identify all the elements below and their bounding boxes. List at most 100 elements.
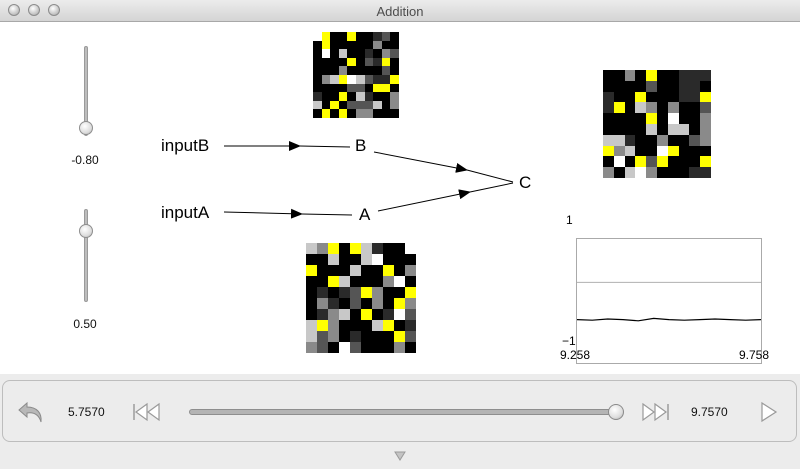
grid-cell [317, 254, 328, 265]
grid-cell [373, 32, 382, 41]
grid-cell [624, 134, 636, 146]
grid-cell [372, 254, 383, 265]
window-title: Addition [376, 4, 424, 19]
grid-cell [361, 243, 372, 254]
grid-cell [667, 80, 679, 92]
grid-cell [313, 92, 322, 101]
grid-cell [657, 156, 668, 168]
grid-cell [361, 254, 372, 265]
grid-cell [372, 331, 383, 342]
node-B-label[interactable]: B [355, 136, 367, 155]
grid-cell [317, 243, 328, 254]
skip-to-end-icon[interactable] [641, 402, 671, 422]
grid-cell [350, 254, 361, 265]
grid-cell [350, 243, 361, 254]
grid-cell [613, 113, 625, 124]
grid-cell [667, 145, 679, 157]
grid-cell [689, 145, 701, 157]
grid-cell [373, 109, 382, 118]
timeline-slider[interactable] [189, 409, 617, 415]
node-inputB-label[interactable]: inputB [161, 136, 210, 155]
zoom-window-icon[interactable] [48, 4, 60, 16]
grid-cell [330, 109, 339, 118]
grid-cell [603, 167, 614, 178]
grid-cell [603, 91, 614, 103]
grid-cell [700, 113, 711, 124]
grid-cell [394, 342, 405, 353]
inputB-slider-track[interactable] [84, 46, 88, 136]
inputB-slider-knob[interactable] [79, 121, 93, 135]
grid-cell [700, 70, 711, 81]
undo-icon[interactable] [17, 397, 47, 425]
grid-cell [330, 40, 339, 50]
grid-cell [394, 265, 405, 276]
grid-cell [405, 342, 416, 353]
grid-cell [624, 156, 636, 168]
grid-cell [321, 66, 331, 75]
inputA-slider-track[interactable] [84, 209, 88, 302]
grid-cell [613, 70, 625, 81]
grid-cell [603, 124, 614, 135]
connections [223, 141, 514, 219]
grid-cell [381, 40, 391, 50]
grid-cell [383, 243, 394, 254]
timeline-knob[interactable] [608, 404, 624, 420]
grid-cell [364, 92, 374, 101]
grid-cell [394, 276, 405, 287]
grid-cell [372, 276, 383, 287]
grid-cell [347, 57, 356, 67]
grid-cell [390, 49, 399, 58]
node-inputA-label[interactable]: inputA [161, 203, 210, 222]
grid-cell [339, 243, 350, 254]
node-C-label[interactable]: C [519, 173, 532, 192]
grid-cell [381, 66, 391, 75]
grid-cell [667, 156, 679, 168]
grid-cell [338, 66, 348, 75]
grid-cell [350, 309, 361, 320]
grid-cell [373, 92, 382, 101]
grid-cell [390, 75, 399, 84]
grid-cell [689, 156, 701, 168]
grid-cell [646, 102, 657, 114]
grid-cell [321, 40, 331, 50]
grid-cell [689, 102, 701, 114]
inputA-slider-value: 0.50 [73, 317, 97, 331]
grid-cell [313, 49, 322, 58]
grid-cell [373, 83, 382, 93]
node-A-label[interactable]: A [359, 205, 371, 224]
grid-cell [350, 298, 361, 309]
grid-cell [390, 32, 399, 41]
grid-cell [635, 145, 647, 157]
node-C-activity-grid [603, 70, 711, 178]
grid-cell [383, 298, 394, 309]
plot-ymax-label: 1 [566, 213, 573, 227]
grid-cell [689, 70, 701, 81]
inputA-slider-knob[interactable] [79, 224, 93, 238]
grid-cell [361, 320, 372, 331]
grid-cell [373, 57, 382, 67]
grid-cell [317, 342, 328, 353]
grid-cell [306, 309, 317, 320]
grid-cell [339, 331, 350, 342]
play-icon[interactable] [759, 401, 779, 423]
grid-cell [678, 124, 690, 135]
grid-cell [613, 156, 625, 168]
grid-cell [689, 134, 701, 146]
grid-cell [390, 40, 399, 50]
grid-cell [381, 75, 391, 84]
skip-to-start-icon[interactable] [131, 402, 161, 422]
grid-cell [678, 91, 690, 103]
grid-cell [613, 80, 625, 92]
grid-cell [635, 167, 647, 178]
grid-cell [405, 254, 416, 265]
grid-cell [678, 134, 690, 146]
grid-cell [667, 134, 679, 146]
collapse-toggle-icon[interactable] [394, 451, 406, 461]
grid-cell [306, 342, 317, 353]
end-time: 9.7570 [691, 405, 728, 419]
grid-cell [383, 287, 394, 298]
minimize-window-icon[interactable] [28, 4, 40, 16]
grid-cell [381, 49, 391, 58]
close-window-icon[interactable] [8, 4, 20, 16]
grid-cell [356, 57, 365, 67]
